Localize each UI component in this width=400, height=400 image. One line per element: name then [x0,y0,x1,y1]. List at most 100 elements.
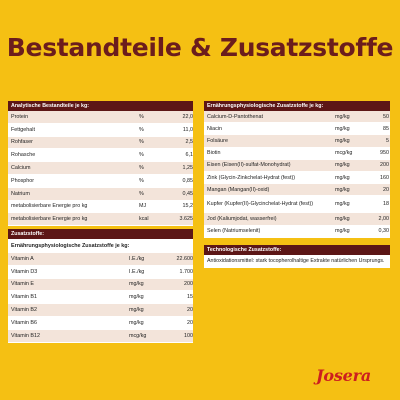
row-value: 3.625 [179,216,194,223]
table-row: Protein% 22,0 [8,111,193,124]
row-value: 2,5 [185,139,194,146]
row-name: Zink (Glycin-Zinkchelat-Hydrat (fest)) [207,174,296,181]
row-value: 100 [184,332,193,339]
row-name: metabolisierbare Energie pro kg [11,203,88,210]
table-row: Jod (Kaliumjodat, wasserfrei) mg/kg 2,00 [204,213,390,226]
row-name: Vitamin B12 [11,332,40,339]
analytical-header: Analytische Bestandteile je kg: [8,101,193,111]
row-unit: mg/kg [335,162,350,169]
additives-rows: Vitamin A I.E./kg 22.600 Vitamin D3 I.E./kg 1… [8,253,193,343]
row-name: Calcium-D-Pantothenat [207,113,264,120]
row-name: Calcium [11,165,31,172]
row-name: Vitamin B6 [11,319,37,326]
table-row: Niacin mg/kg 85 [204,123,390,136]
row-value: 20 [187,307,193,314]
row-name: Vitamin A [11,255,34,262]
row-unit: mg/kg [129,294,144,301]
table-row: Kupfer (Kupfer(II)-Glycinchelat-Hydrat (… [204,196,390,214]
row-value: 2,00 [378,215,390,222]
row-value: 85 [383,125,389,132]
table-row: Folsäure mg/kg 5 [204,135,390,148]
row-value: 200 [184,281,193,288]
row-value: 11,0 [182,126,193,133]
josera-logo[interactable]: Josera [316,366,372,385]
technological-additives-panel: Technologische Zusatzstoffe: Antioxidati… [204,245,390,268]
row-name: Fettgehalt [11,126,35,133]
row-name: Phosphor [11,177,35,184]
row-unit: mg/kg [129,319,144,326]
nutritional-rows: Calcium-D-Pantothenat mg/kg 50 Niacin mg/kg 8… [204,111,390,238]
row-value: 22,0 [182,113,194,120]
row-name: Vitamin E [11,281,34,288]
row-name: metabolisierbare Energie pro kg [11,216,88,223]
table-row: Calcium% 1,25 [8,162,193,175]
row-unit: mg/kg [335,201,350,208]
additives-table: Zusatzstoffe: Ernährungsphysiologische Z… [8,229,193,343]
technological-header: Technologische Zusatzstoffe: [204,245,390,255]
row-unit: % [139,139,144,146]
row-value: 950 [380,150,389,157]
row-unit: % [139,113,144,120]
table-row: Vitamin B12 mcg/kg 100 [8,329,193,343]
row-unit: mcg/kg [129,332,147,339]
analytical-rows: Protein% 22,0 Fettgehalt% 11,0 Rohfaser% 2,5 R… [8,111,194,227]
row-unit: % [139,152,144,159]
row-name: Jod (Kaliumjodat, wasserfrei) [207,215,277,222]
table-row: metabolisierbare Energie pro kg kcal 3.625 [8,213,194,227]
table-row: Vitamin B1 mg/kg 15 [8,291,193,305]
table-row: Eisen (Eisen(II)-sulfat-Monohydrat) mg/kg… [204,159,390,172]
row-value: 200 [380,162,389,169]
row-value: 5 [386,137,389,144]
row-value: 160 [380,174,389,181]
technological-text: Antioxidationsmittel: stark tocopherolha… [204,255,390,268]
table-row: Biotin mcg/kg 950 [204,147,390,160]
table-row: Rohasche% 6,1 [8,149,194,163]
table-row: Phosphor% 0,85 [8,174,193,188]
table-row: Natrium% 0,45 [8,187,194,201]
row-unit: % [139,190,144,197]
table-row: Vitamin B2 mg/kg 20 [8,304,193,317]
analytical-constituents-table: Analytische Bestandteile je kg: Protein%… [8,101,194,227]
row-value: 15 [187,294,193,301]
row-value: 0,30 [378,228,390,235]
table-row: Mangan (Mangan(II)-oxid) mg/kg 20 [204,184,390,197]
row-unit: mcg/kg [335,150,353,157]
row-unit: % [139,126,144,133]
row-name: Protein [11,113,29,120]
row-unit: mg/kg [335,228,350,235]
row-value: 50 [383,113,389,120]
row-value: 1.700 [179,268,194,275]
row-value: 1,25 [182,165,194,172]
table-row: Vitamin B6 mg/kg 20 [8,316,193,330]
table-row: Vitamin A I.E./kg 22.600 [8,253,193,266]
table-row: Vitamin D3 I.E./kg 1.700 [8,265,194,279]
table-row: Vitamin E mg/kg 200 [8,278,193,292]
row-value: 15,2 [182,203,194,210]
row-value: 20 [187,319,193,326]
row-unit: mg/kg [129,307,144,314]
row-unit: % [139,177,144,184]
row-value: 20 [383,186,389,193]
row-unit: I.E./kg [129,268,145,275]
row-value: 6,1 [185,152,194,159]
table-row: metabolisierbare Energie pro kg MJ 15,2 [8,200,194,214]
row-name: Folsäure [207,137,228,144]
row-unit: mg/kg [335,215,350,222]
row-name: Rohasche [11,152,36,159]
row-name: Selen (Natriumselenit) [207,228,261,235]
row-name: Kupfer (Kupfer(II)-Glycinchelat-Hydrat (… [207,201,314,208]
row-name: Vitamin D3 [11,268,38,275]
row-unit: I.E./kg [129,255,145,262]
page-title: Bestandteile & Zusatzstoffe [6,33,394,62]
row-unit: mg/kg [335,174,350,181]
table-row: Rohfaser% 2,5 [8,136,194,150]
row-value: 0,45 [182,190,194,197]
additives-subheader: Ernährungsphysiologische Zusatzstoffe je… [8,239,193,253]
row-unit: mg/kg [129,281,144,288]
table-row: Fettgehalt% 11,0 [8,123,193,137]
row-name: Biotin [207,150,221,157]
row-unit: mg/kg [335,125,350,132]
row-unit: % [139,165,144,172]
row-name: Vitamin B1 [11,294,37,301]
row-unit: mg/kg [335,137,350,144]
